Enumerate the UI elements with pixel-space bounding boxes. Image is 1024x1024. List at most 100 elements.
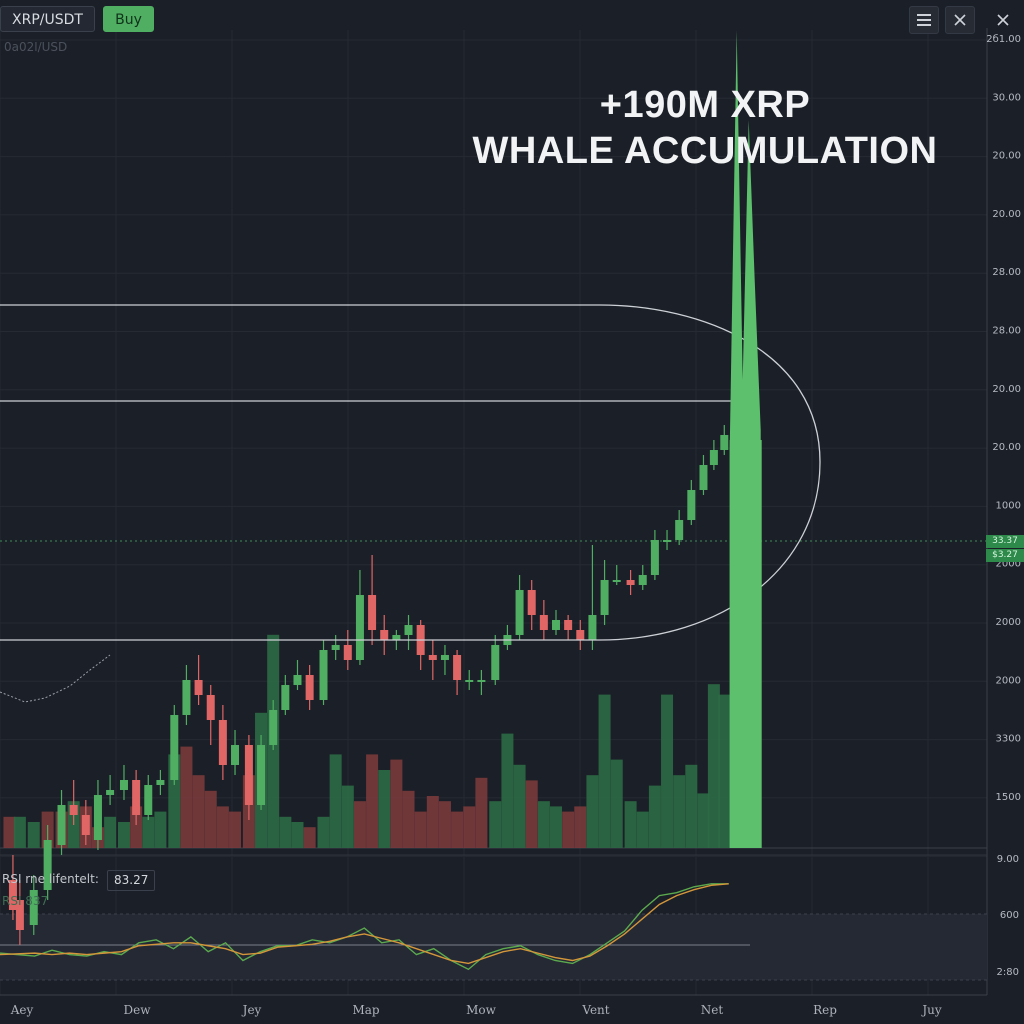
- close-panel-icon[interactable]: [988, 6, 1018, 34]
- candle-body: [144, 785, 153, 815]
- candle-body: [588, 615, 597, 640]
- volume-bar: [329, 754, 342, 848]
- time-axis: Aey Dew Jey Map Mow Vent Net Rep Juy: [10, 1003, 942, 1017]
- accumulation-channel-outline: [0, 304, 821, 641]
- candle-body: [380, 630, 389, 640]
- volume-bar: [204, 790, 217, 848]
- candle-body: [81, 815, 90, 835]
- candle-body: [576, 630, 585, 640]
- volume-bar: [3, 816, 16, 848]
- price-axis-label: 3300: [996, 734, 1021, 745]
- volume-bar: [438, 801, 451, 848]
- volume-bar: [402, 790, 415, 848]
- volume-bar: [624, 801, 637, 848]
- candle-body: [551, 620, 560, 630]
- volume-bar: [13, 816, 26, 848]
- candle-body: [527, 590, 536, 615]
- volume-bar: [414, 811, 427, 848]
- candle-body: [404, 625, 413, 635]
- price-tag-secondary: $3.27: [986, 549, 1024, 562]
- candle-body: [156, 780, 165, 785]
- candlesticks: [8, 425, 729, 945]
- candle-body: [650, 540, 659, 575]
- volume-bar: [501, 733, 514, 848]
- price-axis-label: 1500: [996, 792, 1021, 803]
- candle-body: [453, 655, 462, 680]
- candle-body: [612, 580, 621, 582]
- candle-body: [699, 465, 708, 490]
- candle-body: [106, 790, 115, 795]
- volume-bar: [549, 806, 562, 848]
- volume-bar: [610, 759, 623, 848]
- candle-body: [194, 680, 203, 695]
- symbol-selector[interactable]: XRP/USDT: [0, 6, 95, 32]
- time-axis-label: Map: [352, 1003, 379, 1017]
- pair-subtitle: 0a0ا2/USD: [4, 40, 68, 54]
- volume-bar: [130, 806, 143, 848]
- volume-bar: [451, 811, 464, 848]
- price-axis-label: 2000: [996, 559, 1021, 570]
- buy-button[interactable]: Buy: [103, 6, 154, 32]
- candle-body: [564, 620, 573, 630]
- candle-body: [305, 675, 314, 700]
- hamburger-menu-icon[interactable]: [909, 6, 939, 34]
- candle-body: [206, 695, 215, 720]
- candle-body: [428, 655, 437, 660]
- candle-body: [331, 645, 340, 650]
- volume-bar: [154, 811, 167, 848]
- volume-bar: [317, 816, 330, 848]
- candle-body: [182, 680, 191, 715]
- time-axis-label: Mow: [466, 1003, 497, 1017]
- candle-body: [368, 595, 377, 630]
- candle-body: [709, 450, 718, 465]
- candle-body: [8, 880, 17, 910]
- headline-annotation: +190M XRP WHALE ACCUMULATION: [470, 82, 940, 174]
- candle-body: [69, 805, 78, 815]
- candle-body: [281, 685, 290, 710]
- rsi-label: RSI rne lifentelt:: [2, 872, 99, 886]
- rsi-signal-line: [0, 883, 729, 965]
- candle-body: [343, 645, 352, 660]
- candle-body: [231, 745, 240, 765]
- candle-body: [600, 580, 609, 615]
- candle-body: [663, 540, 672, 542]
- volume-bar: [586, 775, 599, 848]
- price-axis-label: 20.00: [992, 384, 1021, 395]
- rsi-line: [0, 883, 729, 971]
- volume-bar: [661, 694, 674, 848]
- candle-body: [218, 720, 227, 765]
- volume-bar: [341, 785, 354, 848]
- volume-bar: [180, 746, 193, 848]
- volume-bar: [192, 775, 205, 848]
- volume-bar: [636, 811, 649, 848]
- candle-body: [293, 675, 302, 685]
- candle-body: [638, 575, 647, 585]
- volume-bar: [475, 777, 488, 848]
- rsi-axis-label: 600: [1000, 910, 1019, 921]
- candle-body: [93, 795, 102, 840]
- volume-bar: [27, 822, 40, 848]
- price-axis-label: 20.00: [992, 442, 1021, 453]
- headline-line-2: WHALE ACCUMULATION: [472, 130, 938, 172]
- rsi-axis-label: 2:80: [997, 967, 1019, 978]
- time-axis-label: Dew: [124, 1003, 152, 1017]
- spike-price-surge: [729, 30, 761, 848]
- volume-bar: [117, 822, 130, 848]
- candle-body: [244, 745, 253, 805]
- price-axis-label: 30.00: [992, 92, 1021, 103]
- grid-lines: [0, 30, 987, 995]
- headline-line-1: +190M XRP: [599, 84, 811, 126]
- candle-body: [43, 840, 52, 890]
- time-axis-label: Aey: [10, 1003, 34, 1017]
- candle-body: [675, 520, 684, 540]
- time-axis-label: Vent: [581, 1003, 609, 1017]
- close-icon[interactable]: [945, 6, 975, 34]
- volume-bar: [513, 764, 526, 848]
- volume-bar: [426, 796, 439, 848]
- whale-spike: [729, 30, 762, 848]
- candle-body: [269, 710, 278, 745]
- candle-body: [257, 745, 266, 805]
- volume-bar: [279, 816, 292, 848]
- candle-body: [392, 635, 401, 640]
- volume-bar: [673, 775, 686, 848]
